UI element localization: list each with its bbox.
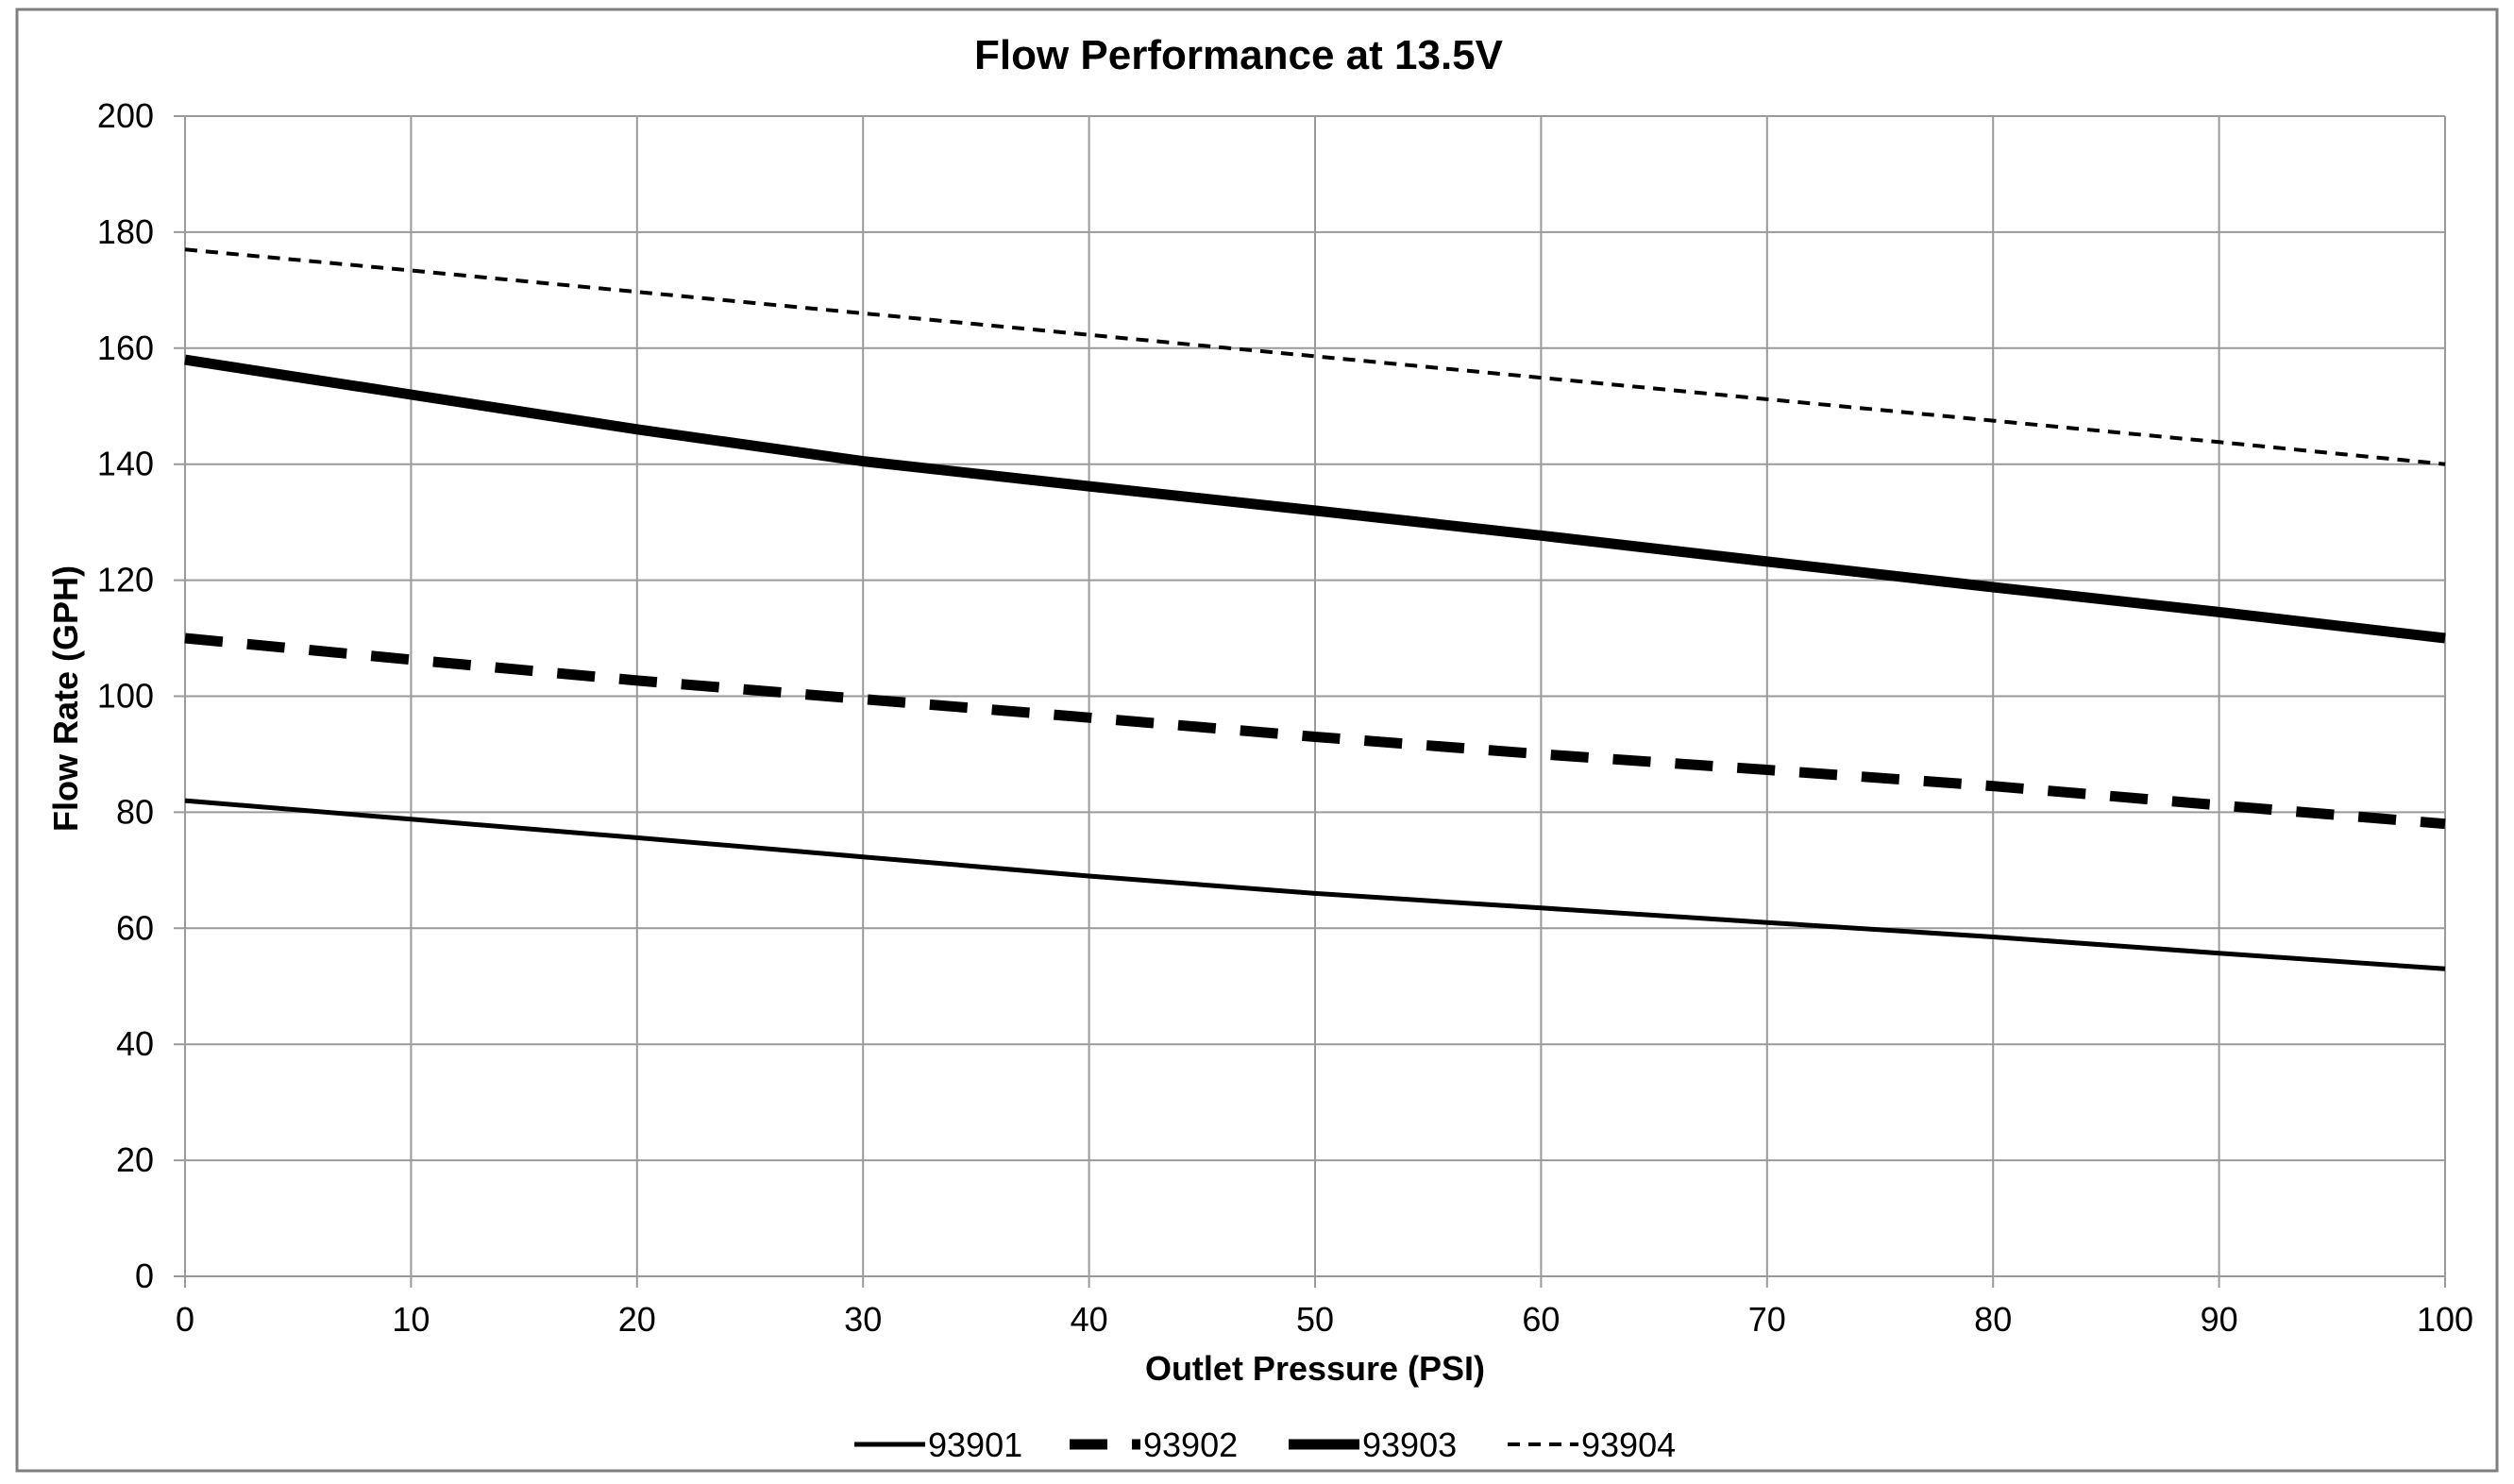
series-line-93901	[184, 798, 2446, 971]
y-tick-label: 40	[116, 1024, 154, 1063]
grid-lines	[174, 115, 2446, 1288]
x-tick-label: 40	[1071, 1300, 1108, 1339]
legend-label-93901: 93901	[928, 1425, 1022, 1464]
x-tick-label: 10	[392, 1300, 430, 1339]
x-axis-tick-labels: 0 10 20 30 40 50 60 70 80 90 100	[176, 1300, 2473, 1339]
x-tick-label: 90	[2201, 1300, 2238, 1339]
y-tick-label: 80	[116, 792, 154, 831]
series-line-93904	[184, 247, 2446, 466]
y-tick-label: 180	[97, 212, 154, 251]
y-tick-label: 100	[97, 677, 154, 716]
y-tick-label: 0	[135, 1256, 154, 1295]
y-tick-label: 140	[97, 445, 154, 483]
chart-border	[15, 8, 2499, 1473]
x-tick-label: 60	[1522, 1300, 1560, 1339]
y-tick-label: 200	[97, 96, 154, 135]
legend-label-93903: 93903	[1362, 1425, 1457, 1464]
x-axis-label: Outlet Pressure (PSI)	[1145, 1349, 1485, 1388]
x-tick-label: 0	[176, 1300, 194, 1339]
x-tick-label: 50	[1296, 1300, 1334, 1339]
series-line-93902	[184, 632, 2446, 830]
y-tick-label: 60	[116, 908, 154, 947]
y-tick-label: 160	[97, 329, 154, 367]
x-tick-label: 20	[618, 1300, 656, 1339]
chart-title: Flow Performance at 13.5V	[974, 32, 1504, 78]
series-lines	[184, 247, 2446, 971]
y-axis-tick-labels: 0 20 40 60 80 100 120 140 160 180 200	[97, 96, 154, 1295]
legend-label-93902: 93902	[1143, 1425, 1238, 1464]
x-tick-label: 100	[2417, 1300, 2473, 1339]
series-line-93903	[184, 354, 2446, 644]
legend: 93901 93902 93903 93904	[854, 1425, 1676, 1464]
x-tick-label: 80	[1974, 1300, 2012, 1339]
x-tick-label: 30	[844, 1300, 882, 1339]
x-tick-label: 70	[1748, 1300, 1786, 1339]
y-tick-label: 120	[97, 561, 154, 599]
y-tick-label: 20	[116, 1140, 154, 1179]
legend-label-93904: 93904	[1581, 1425, 1676, 1464]
y-axis-label: Flow Rate (GPH)	[46, 565, 85, 832]
